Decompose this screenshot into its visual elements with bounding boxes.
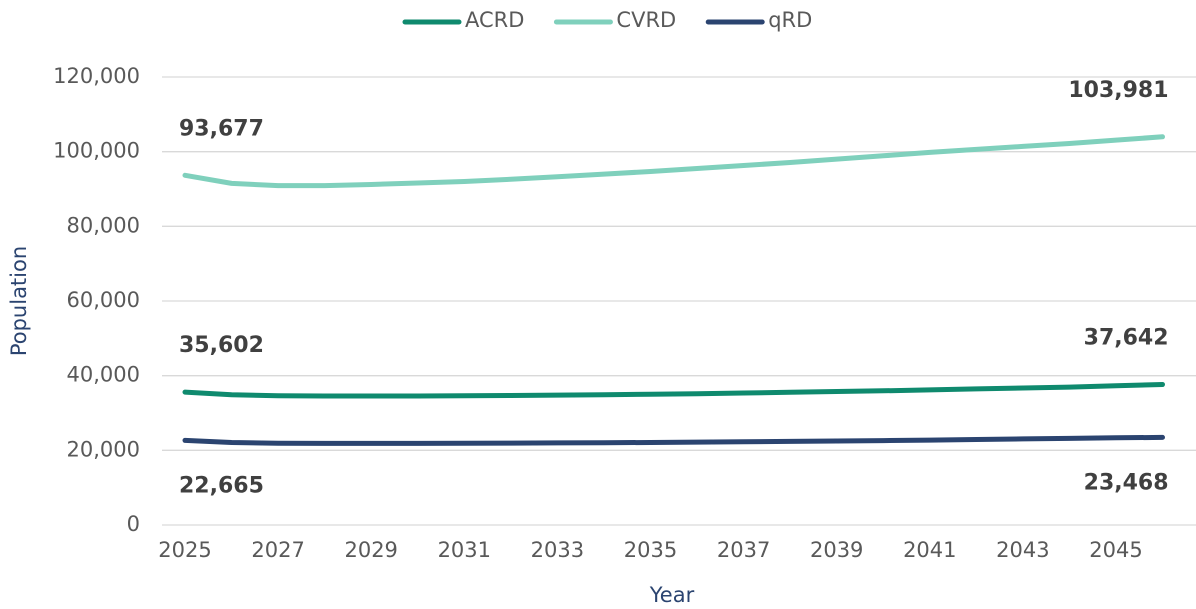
data-label: 93,677: [179, 116, 264, 141]
x-tick-label: 2031: [438, 538, 491, 562]
x-tick-label: 2033: [531, 538, 584, 562]
x-tick-label: 2043: [996, 538, 1049, 562]
data-label: 23,468: [1084, 470, 1169, 495]
y-tick-label: 0: [127, 512, 140, 536]
y-tick-label: 20,000: [67, 437, 140, 461]
y-axis-title: Population: [7, 246, 31, 356]
x-tick-label: 2045: [1089, 538, 1142, 562]
y-tick-label: 100,000: [53, 139, 140, 163]
series-line: [182, 434, 1165, 446]
x-tick-label: 2029: [344, 538, 397, 562]
x-tick-label: 2027: [251, 538, 304, 562]
legend-label: CVRD: [616, 8, 676, 32]
x-tick-label: 2039: [810, 538, 863, 562]
y-tick-label: 40,000: [67, 363, 140, 387]
x-tick-label: 2037: [717, 538, 770, 562]
y-tick-label: 120,000: [53, 64, 140, 88]
x-tick-label: 2035: [624, 538, 677, 562]
data-label: 37,642: [1084, 325, 1169, 350]
data-label: 22,665: [179, 473, 264, 498]
series-line: [182, 134, 1165, 189]
x-tick-label: 2025: [158, 538, 211, 562]
legend-label: qRD: [768, 8, 812, 32]
data-label: 103,981: [1068, 78, 1168, 103]
y-tick-label: 80,000: [67, 213, 140, 237]
x-tick-label: 2041: [903, 538, 956, 562]
data-label: 35,602: [179, 333, 264, 358]
series-line: [182, 382, 1165, 399]
x-axis-title: Year: [649, 583, 695, 607]
legend-label: ACRD: [465, 8, 524, 32]
y-tick-label: 60,000: [67, 288, 140, 312]
